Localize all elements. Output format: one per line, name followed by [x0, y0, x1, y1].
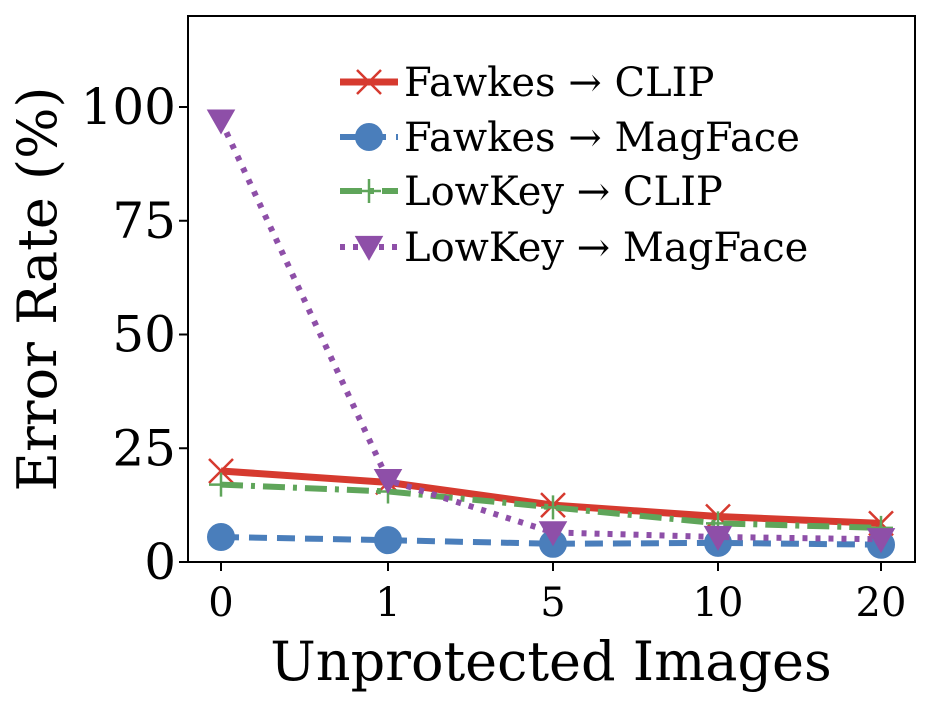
y-tick-label: 25 — [112, 419, 176, 477]
x-tick-label: 10 — [693, 580, 744, 626]
x-axis-label: Unprotected Images — [270, 630, 831, 693]
data-point — [866, 528, 896, 554]
data-point — [209, 472, 233, 497]
data-point — [373, 468, 403, 494]
legend: Fawkes → CLIP Fawkes → MagFace LowKey → CL… — [340, 60, 808, 271]
y-tick-label: 75 — [112, 192, 176, 250]
series-line — [218, 119, 882, 543]
chart-marks — [206, 109, 896, 559]
legend-marker — [354, 235, 384, 261]
data-point — [374, 526, 402, 555]
series-line — [220, 481, 882, 531]
series-4 — [206, 109, 896, 554]
legend-marker — [356, 69, 382, 95]
legend-label: LowKey → CLIP — [404, 169, 723, 215]
legend-marker — [355, 123, 383, 151]
data-point — [703, 525, 733, 551]
series-line — [220, 467, 882, 527]
x-tick-label: 1 — [375, 580, 400, 626]
legend-marker — [357, 179, 381, 203]
legend-entry: LowKey → MagFace — [340, 225, 808, 271]
data-point — [541, 495, 565, 520]
chart-axes: 0 1 5 10 20 0 25 50 75 100 — [81, 78, 907, 626]
legend-entry: Fawkes → CLIP — [340, 60, 714, 106]
x-tick-label: 5 — [540, 580, 565, 626]
x-tick-label: 20 — [856, 580, 907, 626]
legend-label: Fawkes → CLIP — [404, 60, 714, 106]
y-tick-label: 50 — [112, 306, 176, 364]
data-point — [538, 521, 568, 547]
legend-label: Fawkes → MagFace — [404, 115, 800, 161]
data-point — [208, 458, 234, 484]
legend-entry: Fawkes → MagFace — [340, 115, 800, 161]
legend-label: LowKey → MagFace — [404, 225, 808, 271]
legend-entry: LowKey → CLIP — [340, 169, 723, 215]
y-tick-label: 0 — [144, 533, 176, 591]
y-tick-label: 100 — [81, 78, 176, 136]
data-point — [206, 109, 236, 135]
x-tick-label: 0 — [208, 580, 233, 626]
y-axis-label: Error Rate (%) — [6, 87, 69, 492]
data-point — [207, 522, 235, 551]
plot-frame — [187, 15, 916, 563]
